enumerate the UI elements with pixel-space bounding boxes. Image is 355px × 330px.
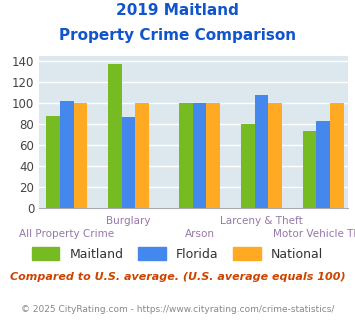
Bar [122,117,135,208]
Bar [179,103,193,208]
Text: Compared to U.S. average. (U.S. average equals 100): Compared to U.S. average. (U.S. average … [10,272,345,282]
Bar [47,116,60,208]
Text: Larceny & Theft: Larceny & Theft [220,216,303,226]
Bar [255,95,268,208]
Bar [60,101,73,208]
Legend: Maitland, Florida, National: Maitland, Florida, National [27,242,328,266]
Bar [303,131,316,208]
Text: Motor Vehicle Theft: Motor Vehicle Theft [273,229,355,239]
Bar [241,124,255,208]
Bar [268,103,282,208]
Text: Burglary: Burglary [106,216,151,226]
Text: All Property Crime: All Property Crime [19,229,114,239]
Bar [330,103,344,208]
Bar [108,64,122,208]
Bar [73,103,87,208]
Text: © 2025 CityRating.com - https://www.cityrating.com/crime-statistics/: © 2025 CityRating.com - https://www.city… [21,305,334,314]
Text: Property Crime Comparison: Property Crime Comparison [59,28,296,43]
Text: Arson: Arson [185,229,215,239]
Bar [193,103,207,208]
Text: 2019 Maitland: 2019 Maitland [116,3,239,18]
Bar [316,121,330,208]
Bar [207,103,220,208]
Bar [135,103,149,208]
